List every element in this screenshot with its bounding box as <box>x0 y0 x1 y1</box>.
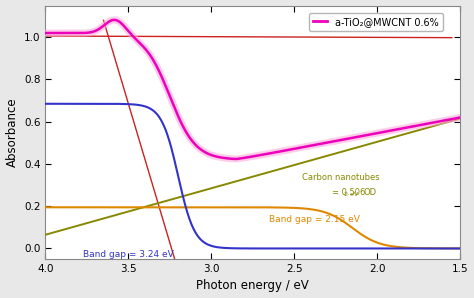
Y-axis label: Absorbance: Absorbance <box>6 97 18 167</box>
X-axis label: Photon energy / eV: Photon energy / eV <box>196 280 309 292</box>
Text: = 0.506: = 0.506 <box>332 188 366 197</box>
Text: Band gap = 3.24 eV: Band gap = 3.24 eV <box>83 250 174 259</box>
Text: OD: OD <box>364 188 377 197</box>
Text: Band gap = 2.15 eV: Band gap = 2.15 eV <box>269 215 360 224</box>
Text: 2 eV: 2 eV <box>344 192 358 197</box>
Legend: a-TiO₂@MWCNT 0.6%: a-TiO₂@MWCNT 0.6% <box>309 13 443 31</box>
Text: Carbon nanotubes: Carbon nanotubes <box>302 173 380 182</box>
